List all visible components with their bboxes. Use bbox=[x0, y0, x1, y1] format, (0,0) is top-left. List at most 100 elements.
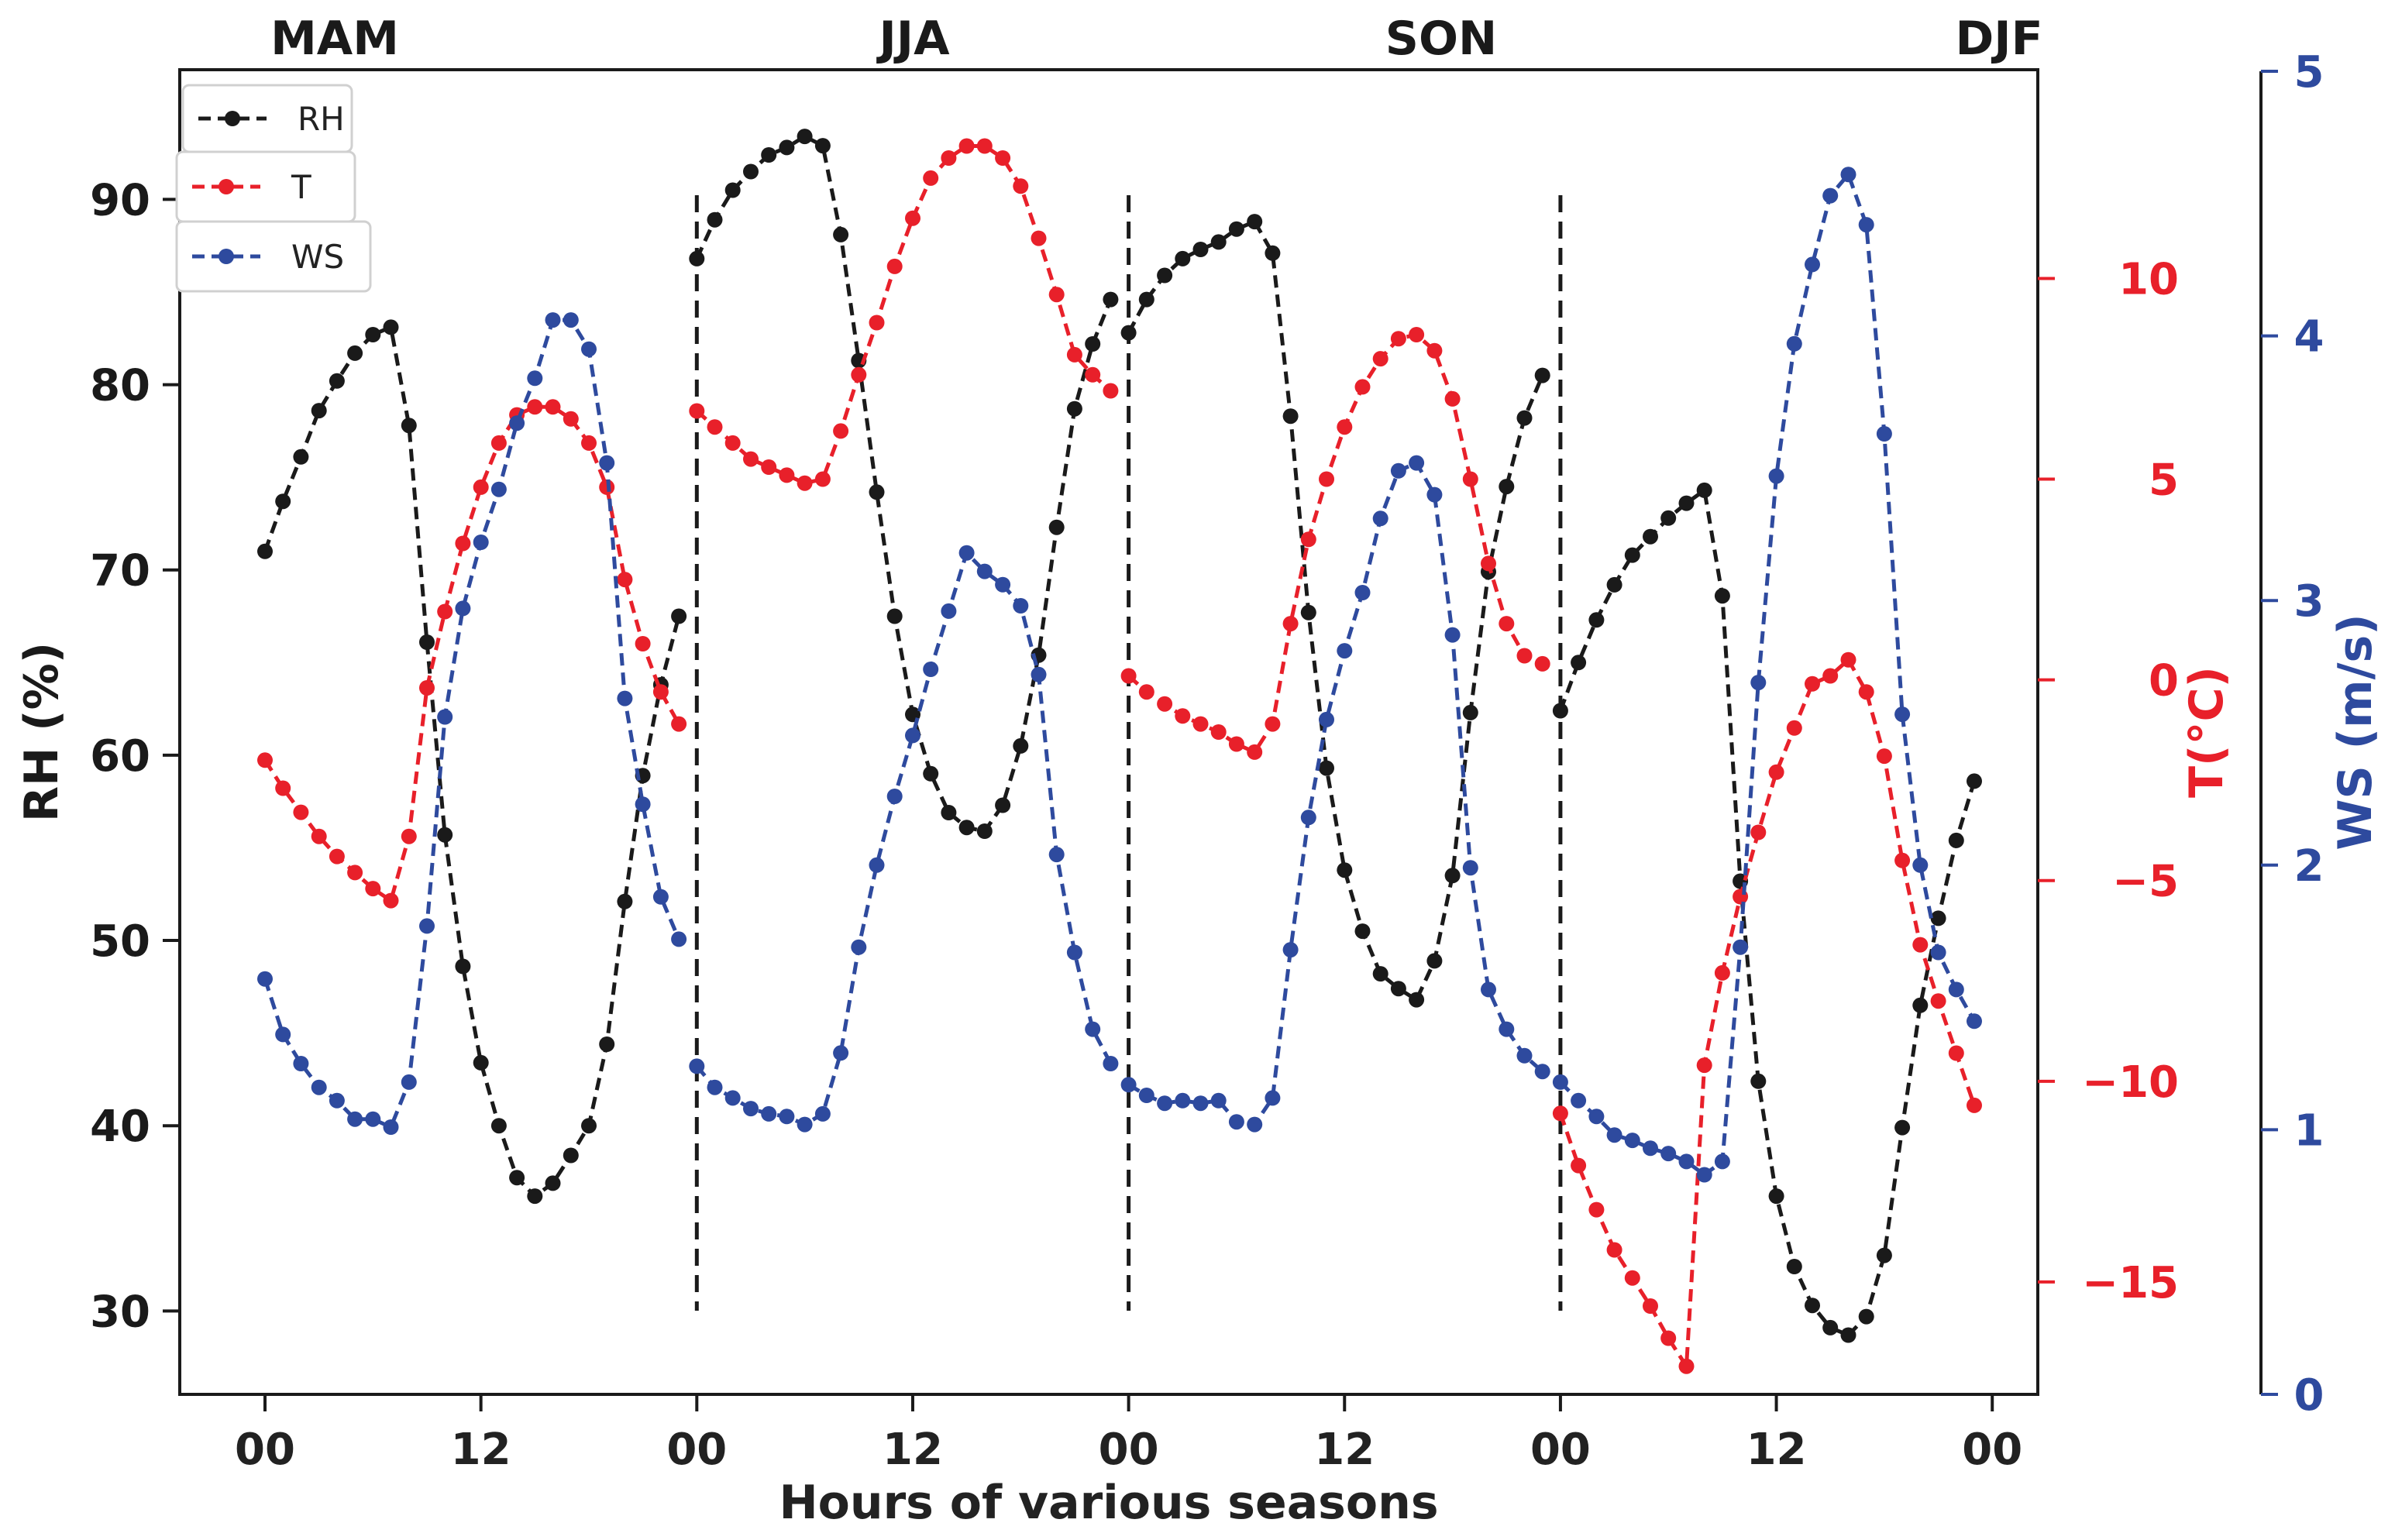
data-point-t bbox=[1120, 668, 1137, 684]
data-point-ws bbox=[1192, 1095, 1209, 1112]
data-point-t bbox=[1912, 937, 1929, 953]
data-point-rh bbox=[761, 147, 777, 163]
data-point-ws bbox=[347, 1111, 363, 1127]
data-point-ws bbox=[724, 1090, 741, 1106]
data-point-rh bbox=[1228, 221, 1244, 237]
data-point-rh bbox=[545, 1175, 561, 1191]
data-point-rh bbox=[617, 893, 633, 909]
data-point-ws bbox=[905, 727, 920, 744]
data-point-rh bbox=[1138, 291, 1154, 308]
series-rh bbox=[257, 129, 1982, 1343]
data-point-ws bbox=[1175, 1092, 1191, 1109]
rh-tick-label: 60 bbox=[90, 731, 150, 782]
ws-tick-label: 4 bbox=[2294, 312, 2324, 363]
data-point-t bbox=[1876, 748, 1892, 765]
t-tick-label: −10 bbox=[2082, 1057, 2179, 1108]
data-point-ws bbox=[814, 1105, 831, 1122]
data-point-ws bbox=[1157, 1095, 1173, 1112]
data-point-t bbox=[1247, 744, 1263, 760]
ws-tick-label: 2 bbox=[2294, 841, 2324, 892]
data-point-t bbox=[257, 752, 273, 768]
data-point-rh bbox=[1786, 1259, 1802, 1274]
rh-axis-title: RH (%) bbox=[15, 642, 69, 822]
data-point-t bbox=[635, 636, 651, 651]
data-point-rh bbox=[958, 820, 975, 836]
data-point-ws bbox=[1894, 706, 1911, 723]
data-point-t bbox=[1930, 993, 1946, 1009]
data-point-rh bbox=[581, 1118, 597, 1134]
data-point-ws bbox=[1696, 1167, 1712, 1183]
data-point-t bbox=[1588, 1201, 1605, 1218]
data-point-t bbox=[1462, 471, 1478, 487]
data-point-t bbox=[383, 892, 399, 909]
rh-tick-label: 50 bbox=[90, 916, 150, 967]
data-point-t bbox=[329, 848, 345, 865]
legend-box bbox=[175, 220, 372, 293]
data-point-rh bbox=[599, 1036, 615, 1052]
data-point-ws bbox=[1354, 585, 1371, 600]
legend-marker bbox=[219, 249, 234, 264]
data-point-t bbox=[1426, 342, 1443, 359]
data-point-t bbox=[1228, 736, 1244, 752]
season-labels: MAM JJA SON DJF bbox=[270, 12, 2042, 66]
data-point-ws bbox=[1066, 944, 1082, 961]
data-point-rh bbox=[490, 1118, 507, 1134]
data-point-rh bbox=[707, 211, 723, 228]
data-point-ws bbox=[707, 1079, 723, 1095]
data-point-t bbox=[1948, 1045, 1964, 1061]
data-point-ws bbox=[1624, 1133, 1640, 1149]
legend-label: WS bbox=[291, 238, 344, 276]
data-point-rh bbox=[689, 250, 705, 266]
data-point-t bbox=[365, 881, 381, 897]
data-point-ws bbox=[1085, 1021, 1101, 1037]
data-point-t bbox=[1138, 684, 1154, 700]
data-point-rh bbox=[1768, 1188, 1784, 1205]
series-ws bbox=[257, 167, 1982, 1183]
data-point-ws bbox=[1678, 1153, 1695, 1170]
t-tick-label: 10 bbox=[2118, 254, 2179, 304]
data-point-ws bbox=[1750, 675, 1767, 691]
data-point-rh bbox=[1912, 997, 1929, 1013]
data-point-ws bbox=[689, 1058, 705, 1074]
t-tick-label: 0 bbox=[2149, 656, 2179, 706]
data-point-t bbox=[1103, 383, 1119, 399]
legend-label: RH bbox=[298, 100, 345, 138]
data-point-t bbox=[347, 865, 363, 881]
data-point-rh bbox=[1552, 703, 1568, 719]
data-point-t bbox=[1066, 346, 1082, 363]
ws-tick-label: 3 bbox=[2294, 576, 2324, 627]
data-point-ws bbox=[1967, 1013, 1982, 1030]
data-point-ws bbox=[329, 1092, 345, 1109]
data-point-rh bbox=[473, 1054, 489, 1071]
data-point-t bbox=[869, 315, 885, 331]
data-point-rh bbox=[257, 543, 273, 559]
x-tick-label: 00 bbox=[1099, 1425, 1159, 1475]
data-point-rh bbox=[1876, 1247, 1892, 1263]
data-point-ws bbox=[923, 662, 939, 677]
data-point-t bbox=[995, 150, 1011, 166]
data-point-rh bbox=[941, 805, 957, 820]
data-point-ws bbox=[365, 1111, 381, 1127]
data-point-rh bbox=[1948, 832, 1964, 848]
data-point-t bbox=[1822, 668, 1839, 684]
data-point-ws bbox=[1876, 426, 1892, 442]
data-point-t bbox=[1354, 379, 1371, 395]
data-point-rh bbox=[365, 327, 381, 342]
rh-tick-label: 40 bbox=[90, 1102, 150, 1152]
plot-frame bbox=[178, 68, 2039, 1396]
series-line-ws-djf bbox=[1559, 170, 1977, 1177]
data-point-rh bbox=[401, 418, 417, 434]
t-axis-title: T(°C) bbox=[2180, 666, 2234, 798]
data-point-t bbox=[923, 170, 939, 186]
data-point-rh bbox=[1120, 325, 1137, 341]
series-line-ws-son bbox=[1127, 460, 1544, 1127]
data-point-ws bbox=[617, 690, 633, 706]
data-point-ws bbox=[1210, 1092, 1227, 1109]
data-point-ws bbox=[1768, 468, 1784, 484]
data-point-ws bbox=[761, 1105, 777, 1122]
data-point-ws bbox=[1571, 1092, 1587, 1109]
data-point-t bbox=[1013, 178, 1029, 194]
data-point-ws bbox=[941, 603, 957, 619]
data-point-rh bbox=[419, 634, 435, 650]
